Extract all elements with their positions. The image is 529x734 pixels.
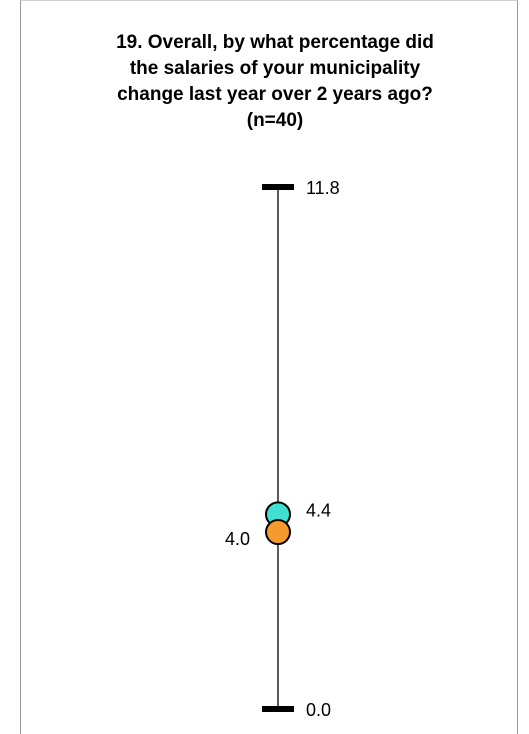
axis-max-label: 11.8 — [306, 178, 340, 198]
axis-min-label: 0.0 — [306, 700, 331, 720]
title-line-4: (n=40) — [246, 110, 304, 131]
title-line-1: 19. Overall, by what percentage did — [116, 32, 434, 53]
marker-label-2: 4.0 — [225, 529, 250, 549]
chart-title: 19. Overall, by what percentage did the … — [40, 30, 510, 134]
marker-label-1: 4.4 — [306, 500, 331, 520]
chart-frame — [20, 0, 518, 734]
marker-point-2 — [265, 519, 291, 546]
title-line-2: the salaries of your municipality — [129, 58, 421, 79]
title-line-3: change last year over 2 years ago? — [117, 84, 433, 105]
